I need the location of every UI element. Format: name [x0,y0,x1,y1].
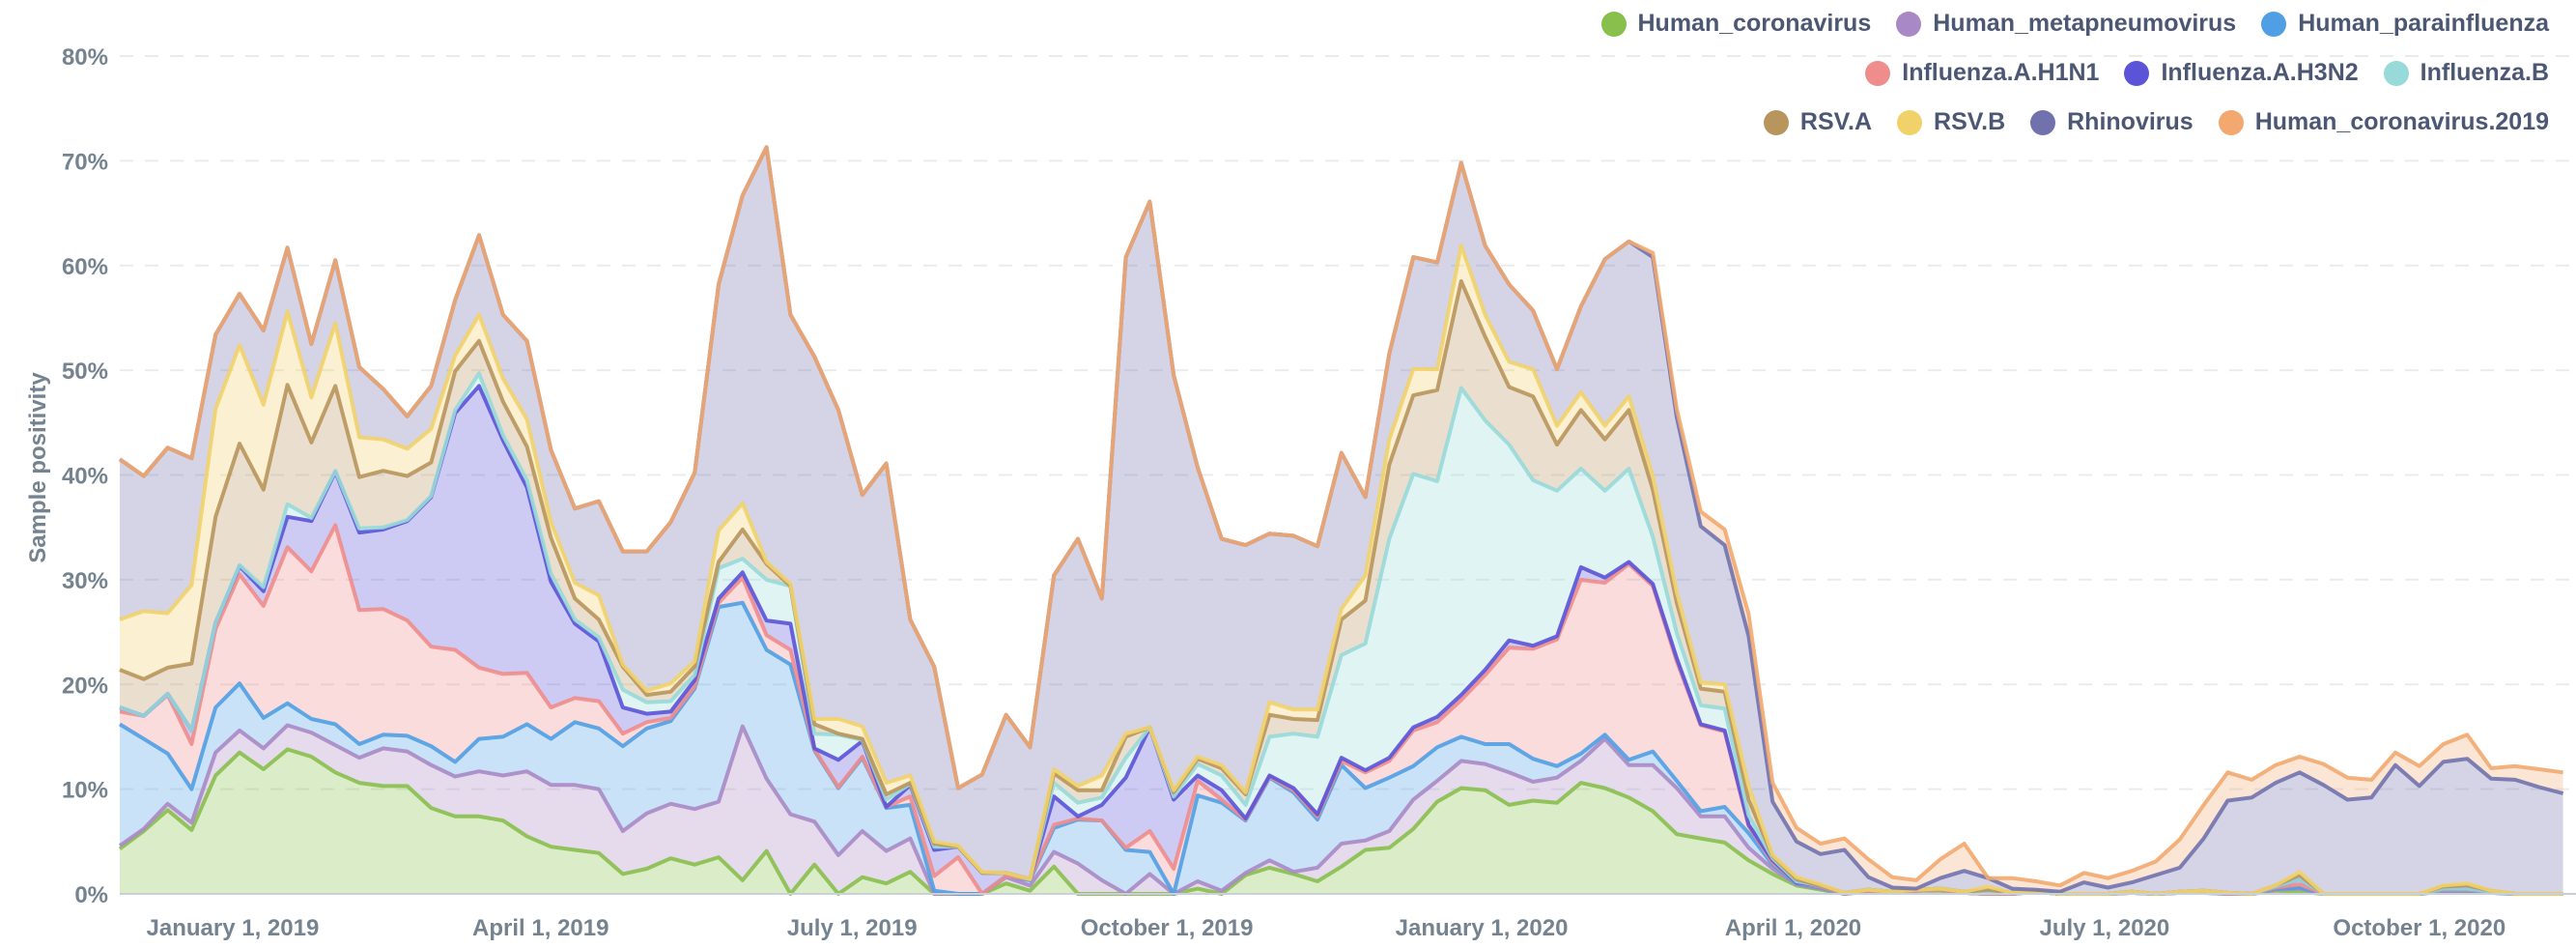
legend-item-human-coronavirus[interactable]: Human_coronavirus [1600,10,1872,38]
x-tick-label: July 1, 2020 [2039,915,2169,941]
legend-label: Human_coronavirus.2019 [2254,108,2549,135]
x-tick-label: July 1, 2019 [787,915,918,941]
x-tick-label: April 1, 2020 [1725,915,1861,941]
y-tick-label: 40% [62,464,108,490]
y-tick-label: 50% [62,359,108,385]
legend-row: Influenza.A.H1N1 Influenza.A.H3N2 Influe… [1865,59,2549,87]
legend-dot-icon [2218,109,2244,135]
legend-dot-icon [2261,11,2287,37]
legend-dot-icon [1897,109,1923,135]
legend-dot-icon [2383,60,2409,86]
legend-item-human-metapneumovirus[interactable]: Human_metapneumovirus [1896,10,2236,38]
legend-item-rsv-b[interactable]: RSV.B [1897,108,2005,136]
legend-row: Human_coronavirus Human_metapneumovirus … [1600,10,2549,38]
y-tick-label: 70% [62,149,108,175]
legend-label: Rhinovirus [2067,108,2194,135]
legend: Human_coronavirus Human_metapneumovirus … [1600,10,2549,136]
y-tick-label: 80% [62,44,108,71]
legend-label: RSV.A [1799,108,1873,135]
x-tick-label: April 1, 2019 [472,915,609,941]
gridlines [120,55,2576,790]
legend-item-influenza-a-h1n1[interactable]: Influenza.A.H1N1 [1865,59,2099,87]
line-human-coronavirus-2019 [118,145,2563,888]
y-tick-label: 60% [62,254,108,280]
legend-item-rhinovirus[interactable]: Rhinovirus [2030,108,2194,136]
y-tick-label: 30% [62,568,108,594]
legend-label: Influenza.A.H1N1 [1902,59,2100,86]
legend-label: Human_metapneumovirus [1933,10,2237,37]
legend-label: Human_coronavirus [1637,10,1872,37]
legend-label: Influenza.A.H3N2 [2161,59,2359,86]
x-tick-label: January 1, 2020 [1396,915,1569,941]
legend-dot-icon [1600,11,1627,37]
legend-dot-icon [2030,109,2056,135]
y-tick-label: 20% [62,673,108,699]
y-axis-title: Sample positivity [25,372,51,563]
legend-item-rsv-a[interactable]: RSV.A [1763,108,1873,136]
area-rhinovirus [120,147,2563,895]
legend-dot-icon [1896,11,1922,37]
area-human-coronavirus [120,749,2563,894]
legend-label: Human_parainfluenza [2298,10,2549,37]
legend-label: Influenza.B [2420,59,2549,86]
x-tick-label: October 1, 2020 [2333,915,2505,941]
x-tick-label: October 1, 2019 [1081,915,1254,941]
legend-label: RSV.B [1934,108,2006,135]
y-tick-label: 10% [62,778,108,804]
legend-item-influenza-a-h3n2[interactable]: Influenza.A.H3N2 [2124,59,2359,87]
legend-item-human-parainfluenza[interactable]: Human_parainfluenza [2261,10,2549,38]
area-human-parainfluenza [120,602,2563,894]
x-tick-label: January 1, 2019 [147,915,320,941]
legend-dot-icon [2124,60,2150,86]
y-axis-ticks: 0% 10% 20% 30% 40% 50% 60% 70% 80% [62,44,108,908]
y-tick-label: 0% [74,882,108,908]
legend-item-influenza-b[interactable]: Influenza.B [2383,59,2549,87]
legend-row: RSV.A RSV.B Rhinovirus Human_coronavirus… [1763,108,2549,136]
legend-dot-icon [1865,60,1891,86]
legend-item-human-coronavirus-2019[interactable]: Human_coronavirus.2019 [2218,108,2549,136]
x-axis-ticks: January 1, 2019 April 1, 2019 July 1, 2019… [147,915,2506,941]
legend-dot-icon [1763,109,1789,135]
